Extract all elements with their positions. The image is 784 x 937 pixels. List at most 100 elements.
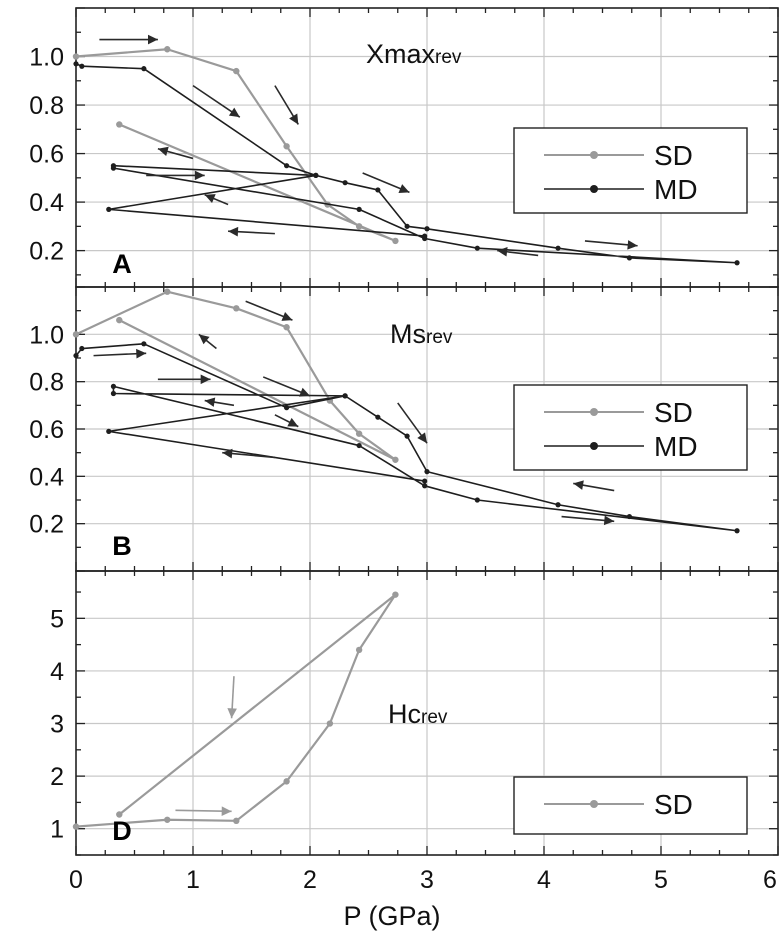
legend-swatch-marker (590, 408, 598, 416)
y-tick-label: 0.6 (29, 141, 64, 169)
direction-arrowhead (228, 107, 240, 118)
data-point-md (342, 180, 348, 186)
quantity-label: Xmaxrev (366, 39, 462, 69)
direction-arrowhead (289, 113, 299, 125)
data-point-sd (116, 316, 123, 324)
data-point-sd (164, 46, 171, 53)
direction-arrowhead (204, 397, 216, 407)
data-point-sd (72, 331, 80, 338)
data-point-sd (233, 817, 240, 825)
legend-box (513, 127, 748, 214)
data-point-md (284, 405, 290, 411)
direction-arrowhead (221, 806, 232, 816)
y-tick-label: 0.8 (29, 92, 64, 120)
direction-arrowhead (228, 226, 239, 237)
data-point-md (474, 497, 480, 503)
y-tick-label: 0.6 (29, 416, 64, 444)
panel-frame (75, 570, 779, 856)
data-point-md (422, 483, 428, 489)
series-line-sd (75, 290, 397, 461)
data-point-md (73, 353, 79, 359)
panel-letter-label: B (112, 531, 132, 561)
y-tick-label: 1.0 (29, 321, 64, 349)
data-point-md (626, 513, 633, 520)
direction-arrowhead (198, 334, 210, 345)
direction-arrowhead (573, 480, 584, 490)
direction-arrowhead (603, 515, 615, 526)
data-point-md (110, 390, 117, 397)
legend: SD (513, 776, 748, 835)
data-point-sd (283, 143, 290, 150)
direction-arrowhead (299, 387, 310, 397)
direction-arrowhead (136, 348, 147, 359)
data-point-md (555, 502, 561, 508)
data-point-md (73, 61, 79, 67)
data-point-md (404, 223, 410, 229)
data-point-sd (283, 324, 290, 331)
data-point-md (141, 341, 147, 347)
data-point-sd (233, 67, 240, 75)
y-tick-label: 0.8 (29, 369, 64, 397)
data-point-sd (355, 430, 363, 437)
y-tick-label: 0.4 (29, 189, 64, 217)
direction-arrowhead (287, 417, 299, 427)
data-point-md (342, 393, 348, 399)
direction-arrowhead (222, 448, 233, 459)
data-point-md (110, 163, 117, 169)
data-point-sd (392, 237, 399, 245)
panel-d: 1 2 3 4 5 D Hcrev SD (50, 570, 779, 856)
data-point-md (106, 206, 112, 212)
x-tick-label: 3 (420, 866, 434, 894)
series-line-sd (75, 593, 397, 828)
data-point-md (356, 206, 362, 212)
series-line-sd (75, 48, 397, 243)
quantity-label: Hcrev (388, 699, 448, 729)
legend-swatch-marker (590, 442, 598, 450)
quantity-label: Msrev (390, 319, 453, 349)
data-point-md (734, 528, 740, 534)
data-point-md (356, 442, 362, 449)
direction-arrowhead (200, 374, 211, 385)
y-tick-label: 2 (50, 763, 64, 791)
data-point-md (79, 63, 85, 69)
x-tick-label: 0 (69, 866, 83, 894)
data-point-md (284, 163, 290, 169)
data-point-md (555, 245, 561, 251)
legend-swatch-marker (590, 151, 598, 159)
data-point-md (375, 187, 381, 193)
data-point-md (110, 383, 117, 389)
direction-arrowhead (157, 146, 169, 156)
legend-swatch-marker (590, 800, 598, 808)
data-point-md (404, 433, 410, 439)
data-point-sd (116, 121, 123, 128)
legend-box (513, 776, 748, 835)
y-tick-label: 1 (50, 816, 64, 844)
legend-label-sd: SD (654, 397, 693, 428)
direction-arrowhead (497, 247, 508, 257)
panel-letter-label: A (112, 249, 132, 279)
data-point-sd (164, 288, 171, 295)
legend-box (513, 384, 748, 471)
direction-arrowhead (194, 170, 205, 181)
direction-arrowhead (227, 708, 237, 719)
data-point-sd (116, 811, 123, 818)
data-point-md (424, 469, 430, 475)
data-point-sd (392, 591, 399, 598)
x-tick-label: 2 (303, 866, 317, 894)
x-tick-label: 4 (537, 866, 551, 894)
data-point-md (734, 260, 740, 266)
data-point-md (106, 428, 112, 434)
y-tick-label: 0.2 (29, 511, 64, 539)
data-point-md (626, 255, 633, 261)
y-tick-label: 0.2 (29, 238, 64, 266)
data-point-sd (355, 646, 363, 654)
data-point-sd (392, 456, 399, 463)
data-point-md (313, 172, 319, 178)
y-tick-label: 3 (50, 711, 64, 739)
data-point-sd (355, 223, 363, 230)
